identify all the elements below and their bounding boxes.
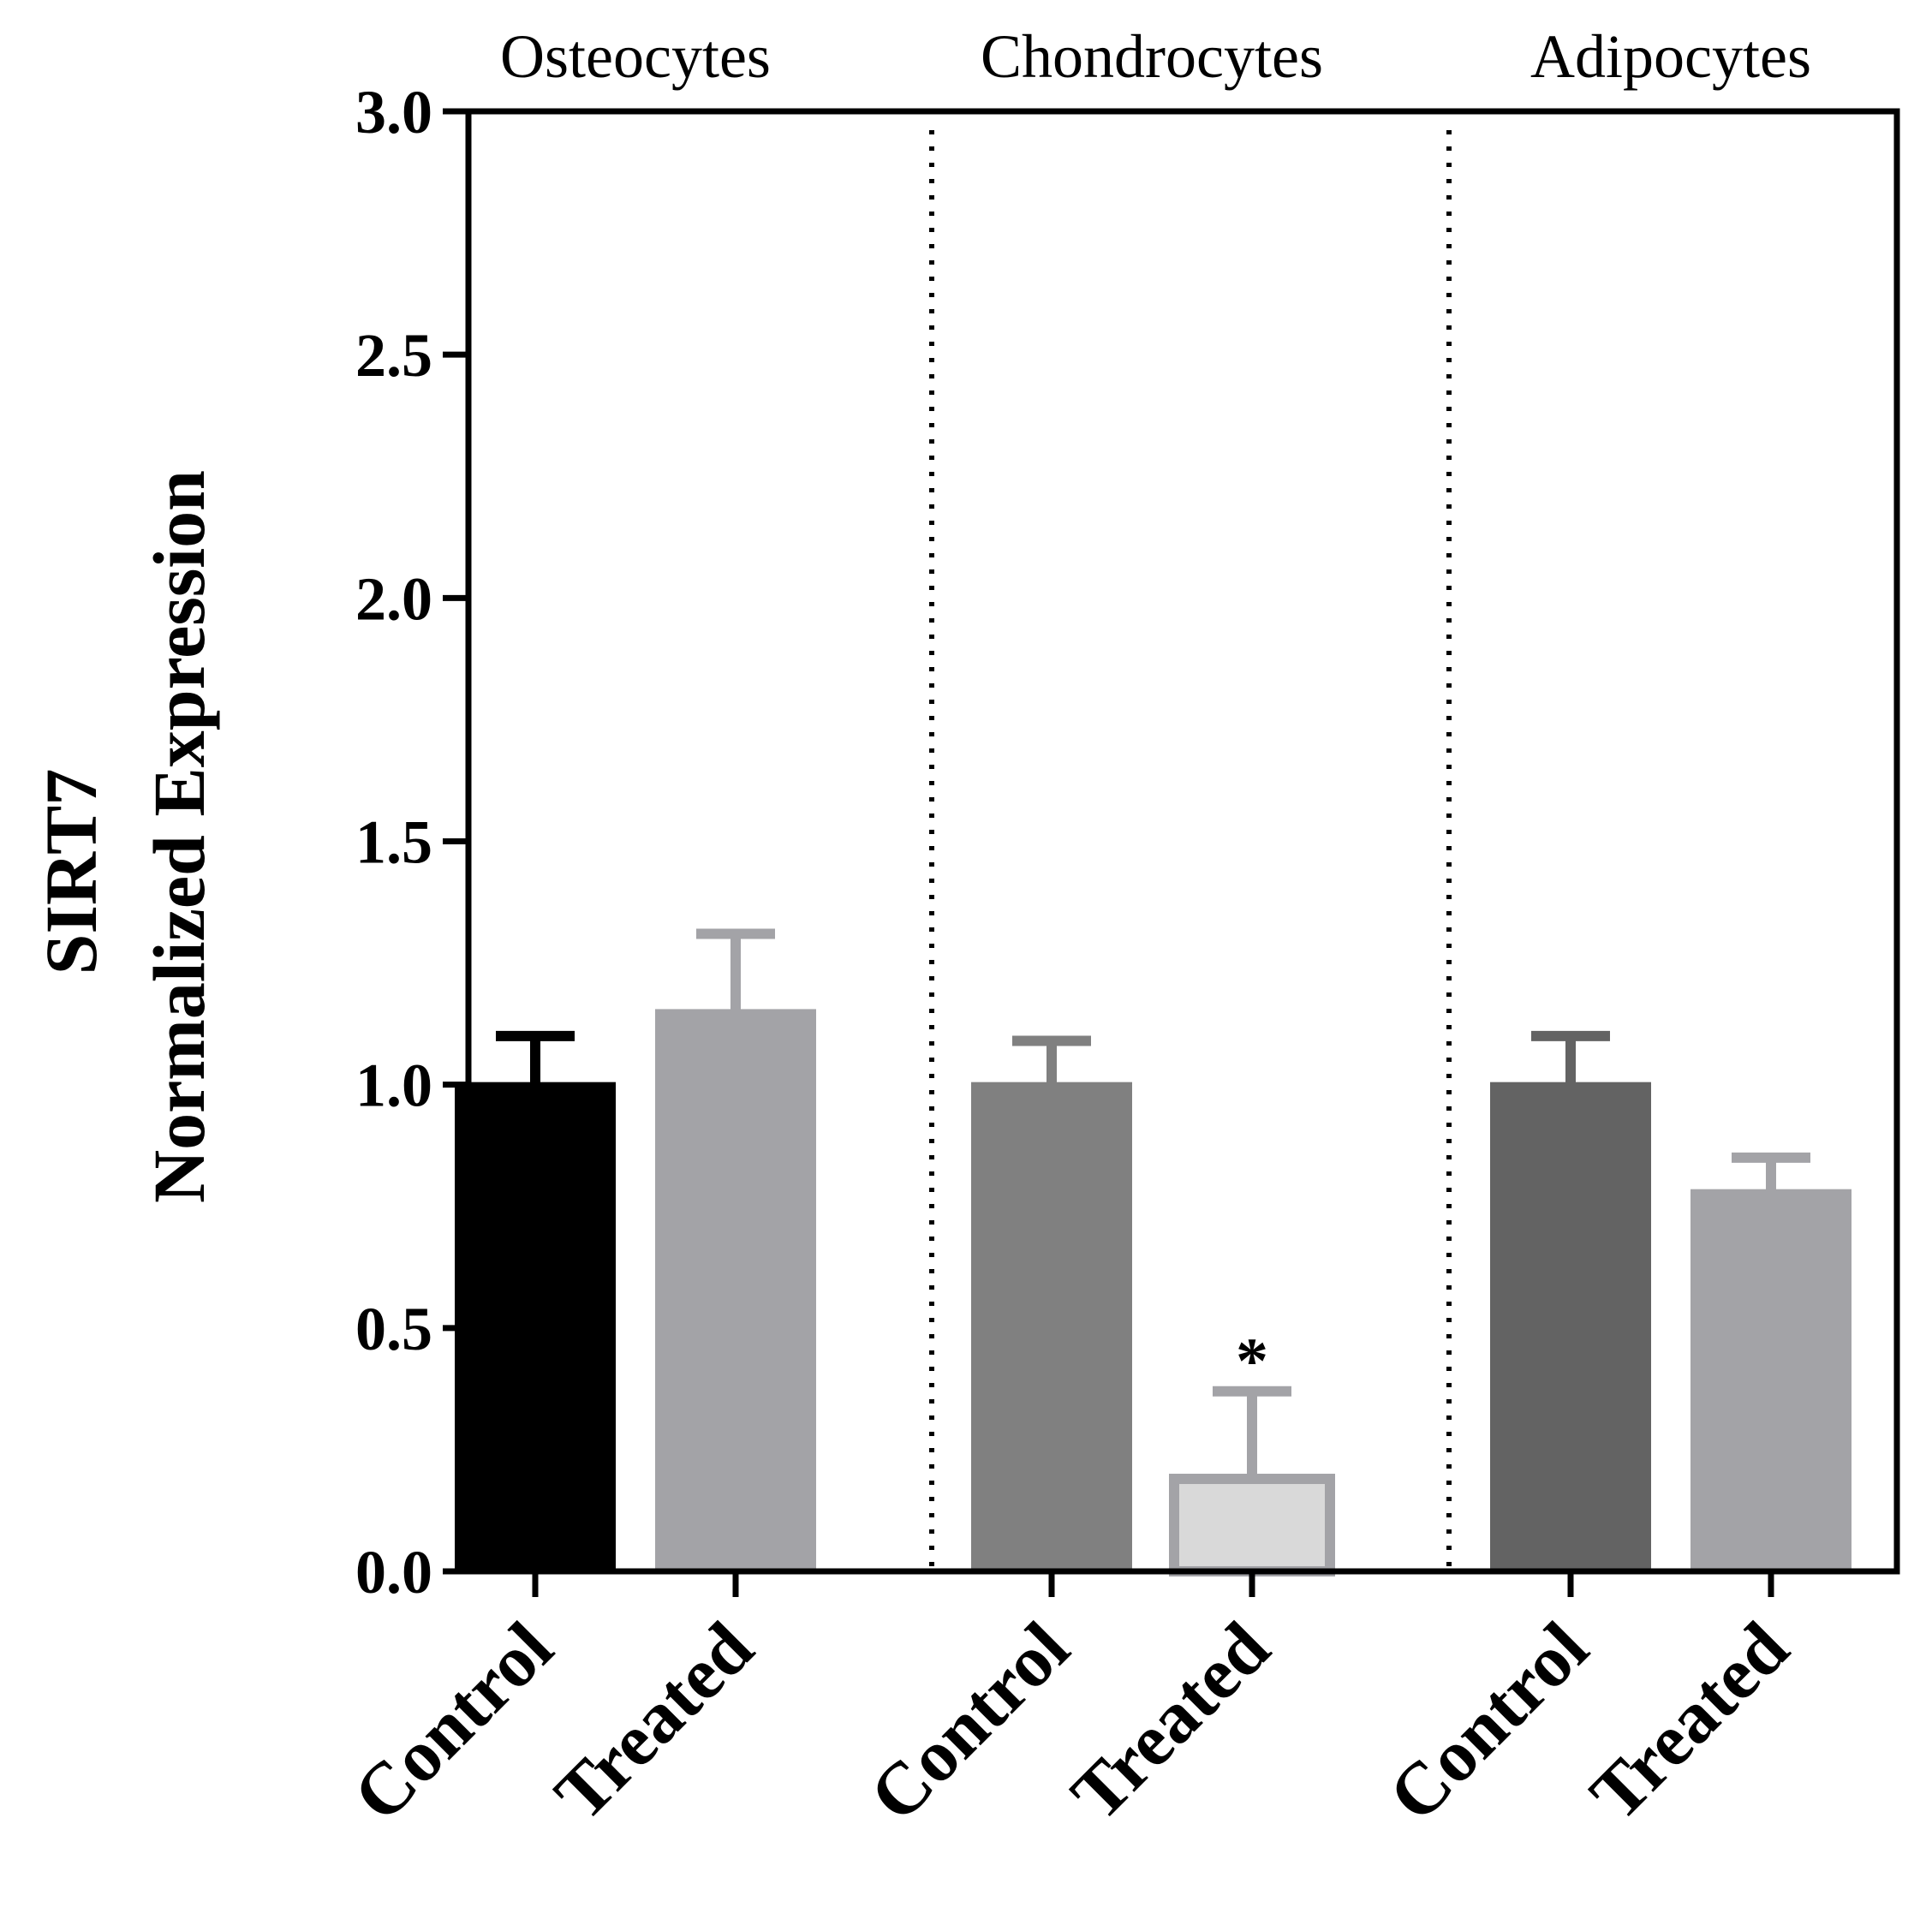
bar-osteocytes-control bbox=[455, 1082, 616, 1574]
y-tick-label: 2.0 bbox=[355, 564, 432, 633]
y-tick-label: 1.0 bbox=[355, 1052, 432, 1120]
bar-chondrocytes-control bbox=[971, 1082, 1132, 1574]
group-label: Osteocytes bbox=[500, 22, 771, 91]
significance-marker: * bbox=[1236, 1326, 1268, 1398]
group-labels: Osteocytes Chondrocytes Adipocytes bbox=[500, 22, 1811, 91]
plot-frame bbox=[465, 108, 1900, 1575]
y-tick-label: 1.5 bbox=[355, 808, 432, 877]
bars bbox=[455, 1009, 1852, 1577]
y-axis-title-line1: SIRT7 bbox=[30, 769, 112, 975]
bar-adipocytes-control bbox=[1490, 1082, 1651, 1574]
y-tick-label: 0.0 bbox=[355, 1538, 432, 1606]
group-label: Chondrocytes bbox=[981, 22, 1323, 91]
y-axis-title-line2: Normalized Expression bbox=[138, 470, 220, 1203]
y-axis: 0.0 0.5 1.0 1.5 2.0 2.5 3.0 bbox=[355, 78, 468, 1606]
x-tick-label: Control bbox=[337, 1606, 568, 1837]
x-tick-label: Control bbox=[854, 1606, 1084, 1837]
bar-osteocytes-treated bbox=[655, 1009, 816, 1574]
y-tick-label: 3.0 bbox=[355, 78, 432, 146]
bar-adipocytes-treated bbox=[1690, 1189, 1852, 1574]
x-tick-label: Treated bbox=[539, 1606, 768, 1836]
bar-chondrocytes-treated bbox=[1169, 1474, 1335, 1577]
y-tick-label: 0.5 bbox=[355, 1295, 432, 1363]
x-tick-label: Treated bbox=[1055, 1606, 1285, 1836]
group-label: Adipocytes bbox=[1530, 22, 1811, 91]
x-tick-label: Control bbox=[1373, 1606, 1603, 1837]
error-bars: * bbox=[496, 928, 1810, 1480]
y-tick-label: 2.5 bbox=[355, 321, 432, 390]
x-tick-label: Treated bbox=[1574, 1606, 1804, 1836]
y-axis-title: SIRT7 Normalized Expression bbox=[30, 470, 220, 1203]
